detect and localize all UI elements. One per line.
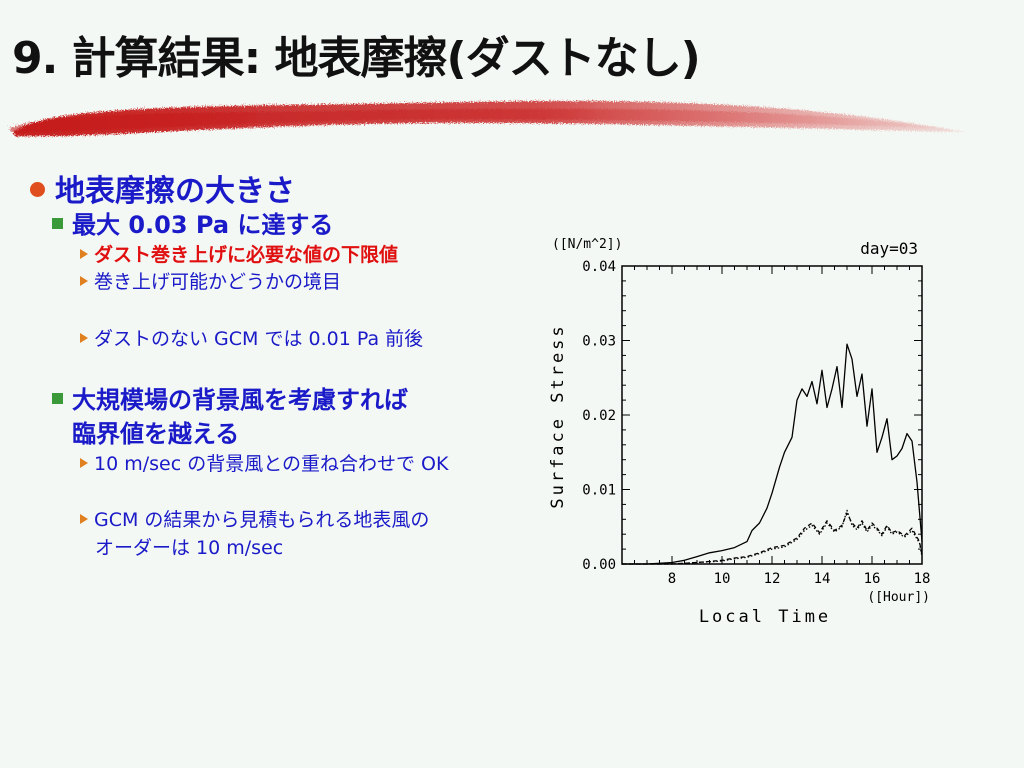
green-square-icon xyxy=(52,393,63,404)
day-annotation: day=03 xyxy=(860,239,918,258)
y-tick-label: 0.01 xyxy=(582,483,616,499)
bullet-sub2-line2: 臨界値を越える xyxy=(72,420,240,448)
y-tick-label: 0.04 xyxy=(582,259,616,275)
x-tick-label: 8 xyxy=(668,571,676,587)
x-unit-label: ([Hour]) xyxy=(867,590,930,605)
bullet-surface-friction: 地表摩擦の大きさ xyxy=(30,166,295,210)
green-square-icon xyxy=(52,218,63,229)
red-brush-stroke-decoration xyxy=(10,101,965,137)
bullet-sub1-text: 最大 0.03 Pa に達する xyxy=(72,211,334,239)
triangle-bullet-icon xyxy=(80,514,88,524)
triangle-bullet-icon xyxy=(80,333,88,343)
x-tick-label: 18 xyxy=(914,571,931,587)
y-tick-label: 0.03 xyxy=(582,334,616,350)
item-threshold: 巻き上げ可能かどうかの境目 xyxy=(80,268,341,296)
item-text: ダストのない GCM では 0.01 Pa 前後 xyxy=(94,328,424,350)
bullet-max-value: 最大 0.03 Pa に達する xyxy=(52,208,333,242)
series-line-dotted xyxy=(622,509,923,565)
plot-area: 8 10 12 14 16 18 0.00 0.01 0.02 0.03 0.04 xyxy=(582,259,930,587)
triangle-bullet-icon xyxy=(80,249,88,259)
y-tick-label: 0.02 xyxy=(582,408,616,424)
x-tick-label: 14 xyxy=(814,571,831,587)
triangle-bullet-icon xyxy=(80,276,88,286)
y-unit-label: ([N/m^2]) xyxy=(552,237,622,252)
item-superposition: 10 m/sec の背景風との重ね合わせで OK xyxy=(80,450,448,478)
item-text: GCM の結果から見積もられる地表風の xyxy=(94,509,430,531)
bullet-sub2-line1: 大規模場の背景風を考慮すれば xyxy=(72,386,408,414)
item-text-line2: オーダーは 10 m/sec xyxy=(95,537,284,559)
x-tick-label: 12 xyxy=(764,571,781,587)
x-tick-label: 10 xyxy=(714,571,731,587)
item-text: 10 m/sec の背景風との重ね合わせで OK xyxy=(94,453,449,475)
x-tick-label: 16 xyxy=(864,571,881,587)
bullet-background-wind: 大規模場の背景風を考慮すれば 臨界値を越える xyxy=(52,383,408,451)
orange-bullet-icon xyxy=(30,182,45,197)
item-text: 巻き上げ可能かどうかの境目 xyxy=(94,271,342,293)
slide-title: 9. 計算結果: 地表摩擦(ダストなし) xyxy=(12,33,701,84)
item-lower-limit: ダスト巻き上げに必要な値の下限値 xyxy=(80,241,398,269)
y-tick-label: 0.00 xyxy=(582,557,616,573)
x-axis-title: Local Time xyxy=(699,607,831,627)
plot-frame xyxy=(621,265,923,565)
triangle-bullet-icon xyxy=(80,458,88,468)
item-gcm-estimate: GCM の結果から見積もられる地表風の オーダーは 10 m/sec xyxy=(80,506,429,562)
y-axis-title: Surface Stress xyxy=(548,323,568,508)
item-gcm-value: ダストのない GCM では 0.01 Pa 前後 xyxy=(80,325,423,353)
bullet-main-text: 地表摩擦の大きさ xyxy=(55,174,295,209)
item-text: ダスト巻き上げに必要な値の下限値 xyxy=(94,244,399,266)
series-line-dashed xyxy=(622,512,923,565)
surface-stress-chart: ([N/m^2]) day=03 Local Time ([Hour]) Sur… xyxy=(548,237,930,627)
series-line-solid xyxy=(622,343,923,565)
